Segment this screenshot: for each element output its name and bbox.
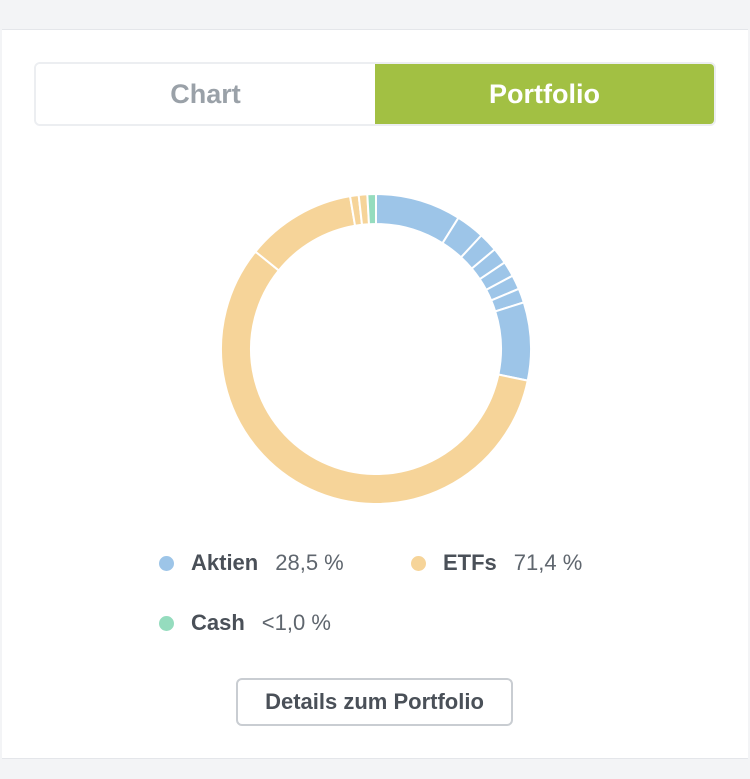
view-toggle: Chart Portfolio bbox=[34, 62, 716, 126]
legend-value-etfs: 71,4 % bbox=[513, 550, 583, 575]
donut-slice-etfs-8 bbox=[220, 250, 529, 505]
donut-svg bbox=[220, 192, 532, 505]
tab-portfolio[interactable]: Portfolio bbox=[375, 64, 714, 124]
legend-label-aktien: Aktien bbox=[191, 550, 259, 575]
details-portfolio-button[interactable]: Details zum Portfolio bbox=[236, 678, 513, 726]
donut-slice-cash-12 bbox=[366, 192, 377, 226]
legend-label-cash: Cash bbox=[191, 610, 245, 635]
donut-slice-etfs-9 bbox=[254, 195, 357, 272]
tab-chart[interactable]: Chart bbox=[36, 64, 375, 124]
legend-item-cash: Cash <1,0 % bbox=[159, 610, 331, 636]
legend-item-aktien: Aktien 28,5 % bbox=[159, 550, 344, 576]
legend-label-etfs: ETFs bbox=[443, 550, 497, 575]
allocation-donut-chart bbox=[220, 192, 532, 505]
portfolio-card: Chart Portfolio Aktien 28,5 % ETFs 71,4 … bbox=[2, 29, 748, 759]
donut-slice-aktien-7 bbox=[493, 301, 532, 382]
legend-dot-cash bbox=[159, 615, 174, 631]
legend-item-etfs: ETFs 71,4 % bbox=[411, 550, 582, 576]
legend-dot-etfs bbox=[411, 555, 426, 571]
legend-dot-aktien bbox=[159, 555, 174, 571]
legend-value-cash: <1,0 % bbox=[261, 610, 331, 635]
legend-value-aktien: 28,5 % bbox=[275, 550, 344, 575]
